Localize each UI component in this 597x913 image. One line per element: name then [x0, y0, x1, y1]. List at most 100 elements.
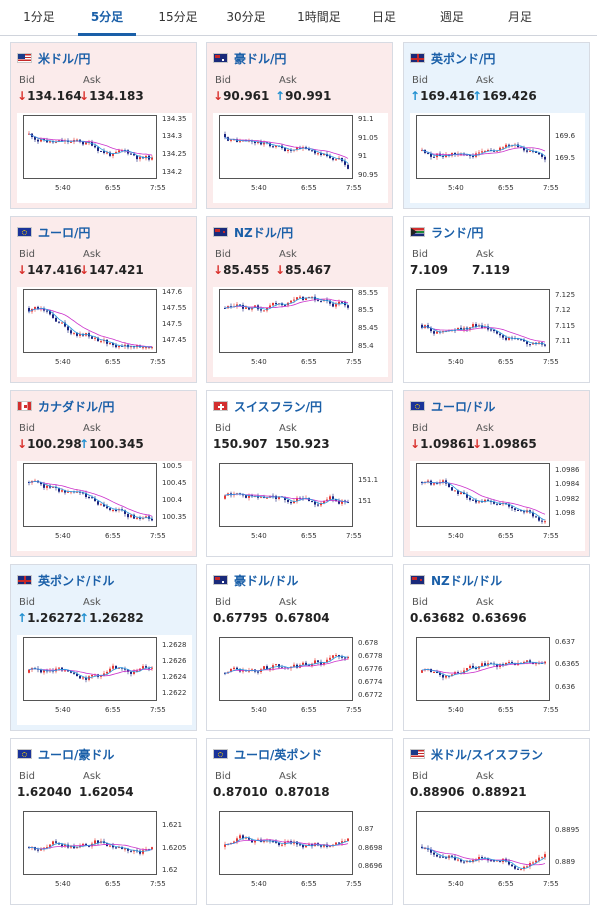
candle-body — [91, 497, 93, 499]
down-arrow-icon: ↓ — [213, 89, 224, 103]
candle-body — [341, 301, 343, 303]
chart-plot-area — [219, 463, 353, 527]
currency-card[interactable]: NZドル/円 Bid Ask ↓85.455 ↓85.467 85.55 85.5… — [206, 216, 393, 383]
candle-body — [52, 314, 54, 318]
candle-body — [523, 661, 525, 663]
pair-title-link[interactable]: ランド/円 — [410, 224, 483, 240]
pair-title-link[interactable]: 英ポンド/円 — [410, 50, 495, 66]
euau-flag-icon — [17, 749, 32, 759]
candle-body — [299, 844, 301, 846]
candle-body — [335, 304, 337, 307]
candle-body — [275, 302, 277, 305]
price-chart[interactable]: 85.55 85.5 85.45 85.4 5:40 6:55 7:55 — [213, 287, 388, 377]
currency-card[interactable]: 英ポンド/円 Bid Ask ↑169.416 ↑169.426 169.6 16… — [403, 42, 590, 209]
x-tick-label: 7:55 — [346, 184, 362, 192]
tab-5[interactable]: 日足 — [371, 10, 396, 24]
candle-body — [460, 327, 462, 331]
tab-7[interactable]: 月足 — [507, 10, 532, 24]
currency-card[interactable]: ユーロ/円 Bid Ask ↓147.416 ↓147.421 147.6 147… — [10, 216, 197, 383]
pair-title: 米ドル/スイスフラン — [431, 747, 544, 762]
pair-title-link[interactable]: 豪ドル/円 — [213, 50, 286, 66]
candlestick-series — [421, 478, 546, 524]
price-chart[interactable]: 134.35 134.3 134.25 134.2 5:40 6:55 7:55 — [17, 113, 192, 203]
x-tick-label: 5:40 — [55, 358, 71, 366]
price-chart[interactable]: 147.6 147.55 147.5 147.45 5:40 6:55 7:55 — [17, 287, 192, 377]
price-chart[interactable]: 1.621 1.6205 1.62 5:40 6:55 7:55 — [17, 809, 192, 899]
currency-card[interactable]: ランド/円 Bid Ask 7.109 7.119 7.125 7.12 7.115… — [403, 216, 590, 383]
currency-card[interactable]: NZドル/ドル Bid Ask 0.63682 0.63696 0.637 0.6… — [403, 564, 590, 731]
price-chart[interactable]: 169.6 169.5 5:40 6:55 7:55 — [410, 113, 585, 203]
price-chart[interactable]: 0.678 0.6778 0.6776 0.6774 0.6772 5:40 6:55 7:5… — [213, 635, 388, 725]
currency-card[interactable]: カナダドル/円 Bid Ask ↓100.298 ↑100.345 100.5 1… — [10, 390, 197, 557]
pair-title-link[interactable]: 英ポンド/ドル — [17, 572, 114, 588]
y-tick-label: 0.889 — [555, 858, 576, 867]
price-chart[interactable]: 1.2628 1.2626 1.2624 1.2622 5:40 6:55 7:55 — [17, 635, 192, 725]
price-chart[interactable]: 0.637 0.6365 0.636 5:40 6:55 7:55 — [410, 635, 585, 725]
candle-body — [517, 868, 519, 870]
price-chart[interactable]: 151.1 151 5:40 6:55 7:55 — [213, 461, 388, 551]
tab-3[interactable]: 30分足 — [226, 10, 266, 24]
pair-title-link[interactable]: ユーロ/英ポンド — [213, 746, 322, 762]
candle-body — [52, 486, 54, 488]
pair-title-link[interactable]: ユーロ/ドル — [410, 398, 495, 414]
y-tick-label: 147.6 — [162, 288, 183, 297]
pair-title-link[interactable]: スイスフラン/円 — [213, 398, 322, 414]
candle-body — [76, 332, 78, 336]
candle-body — [109, 845, 111, 847]
tab-2[interactable]: 15分足 — [158, 10, 198, 24]
candle-body — [329, 300, 331, 304]
ca-flag-icon — [17, 401, 32, 411]
bid-label: Bid — [215, 249, 231, 260]
price-chart[interactable]: 7.125 7.12 7.115 7.11 5:40 6:55 7:55 — [410, 287, 585, 377]
y-tick-label: 134.3 — [162, 132, 183, 141]
pair-title-link[interactable]: NZドル/円 — [213, 224, 293, 240]
y-tick-label: 134.2 — [162, 167, 183, 176]
x-tick-label: 6:55 — [498, 880, 514, 888]
x-tick-label: 6:55 — [498, 706, 514, 714]
pair-title-link[interactable]: ユーロ/豪ドル — [17, 746, 114, 762]
currency-card[interactable]: 米ドル/スイスフラン Bid Ask 0.88906 0.88921 0.889… — [403, 738, 590, 905]
candle-body — [469, 665, 471, 669]
candle-body — [436, 483, 438, 485]
currency-card[interactable]: 豪ドル/円 Bid Ask ↓90.961 ↑90.991 91.1 91.05 9… — [206, 42, 393, 209]
candle-body — [239, 835, 241, 839]
tab-4[interactable]: 1時間足 — [297, 10, 341, 24]
pair-title-link[interactable]: 豪ドル/ドル — [213, 572, 298, 588]
candle-body — [347, 164, 349, 169]
tab-6[interactable]: 週足 — [439, 10, 464, 24]
candle-body — [529, 150, 531, 152]
candle-body — [335, 842, 337, 845]
candle-body — [478, 856, 480, 860]
price-chart[interactable]: 91.1 91.05 91 90.95 5:40 6:55 7:55 — [213, 113, 388, 203]
price-chart[interactable]: 100.5 100.45 100.4 100.35 5:40 6:55 7:55 — [17, 461, 192, 551]
candle-body — [145, 666, 147, 668]
pair-title-link[interactable]: 米ドル/スイスフラン — [410, 746, 543, 762]
currency-card[interactable]: 英ポンド/ドル Bid Ask ↑1.26272 ↑1.26282 1.2628… — [10, 564, 197, 731]
pair-title-link[interactable]: 米ドル/円 — [17, 50, 90, 66]
bid-value: ↑1.26272 — [17, 611, 82, 625]
candle-body — [493, 502, 495, 504]
currency-card[interactable]: 米ドル/円 Bid Ask ↓134.164 ↓134.183 134.35 13… — [10, 42, 197, 209]
pair-title-link[interactable]: カナダドル/円 — [17, 398, 114, 414]
pair-title-link[interactable]: ユーロ/円 — [17, 224, 90, 240]
currency-card[interactable]: ユーロ/ドル Bid Ask ↓1.09861 ↓1.09865 1.0986 1… — [403, 390, 590, 557]
candle-body — [118, 345, 120, 348]
tab-1[interactable]: 5分足 — [78, 0, 136, 36]
tab-0[interactable]: 1分足 — [23, 10, 55, 24]
candle-body — [239, 141, 241, 143]
currency-card[interactable]: ユーロ/豪ドル Bid Ask 1.62040 1.62054 1.621 1.6… — [10, 738, 197, 905]
candle-body — [335, 655, 337, 657]
candle-body — [436, 854, 438, 857]
currency-card[interactable]: スイスフラン/円 Bid Ask 150.907 150.923 151.1 15… — [206, 390, 393, 557]
currency-card[interactable]: 豪ドル/ドル Bid Ask 0.67795 0.67804 0.678 0.67… — [206, 564, 393, 731]
pair-title-link[interactable]: NZドル/ドル — [410, 572, 502, 588]
candle-body — [76, 673, 78, 677]
currency-card[interactable]: ユーロ/英ポンド Bid Ask 0.87010 0.87018 0.87 0.8… — [206, 738, 393, 905]
candle-body — [284, 496, 286, 500]
candle-body — [76, 491, 78, 493]
ask-label: Ask — [476, 75, 494, 86]
price-chart[interactable]: 0.87 0.8698 0.8696 5:40 6:55 7:55 — [213, 809, 388, 899]
price-chart[interactable]: 1.0986 1.0984 1.0982 1.098 5:40 6:55 7:55 — [410, 461, 585, 551]
y-tick-label: 0.637 — [555, 637, 576, 646]
price-chart[interactable]: 0.8895 0.889 5:40 6:55 7:55 — [410, 809, 585, 899]
